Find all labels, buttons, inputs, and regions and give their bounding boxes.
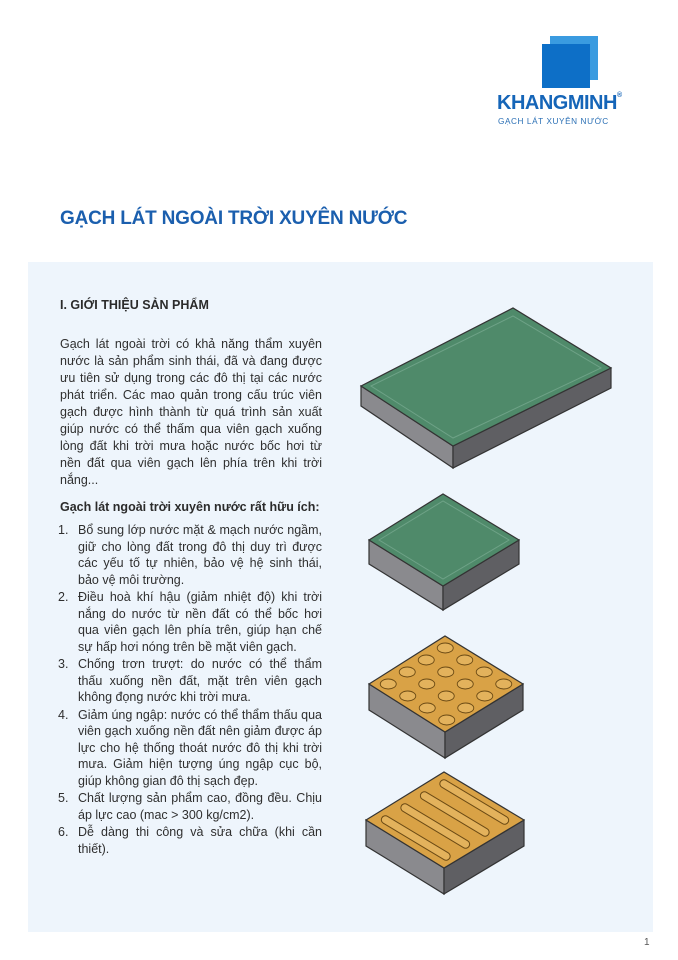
benefits-heading: Gạch lát ngoài trời xuyên nước rất hữu í… xyxy=(60,500,320,514)
list-item: 6. Dễ dàng thi công và sửa chữa (khi cần … xyxy=(58,824,322,857)
list-item-number: 4. xyxy=(58,707,69,722)
tactile-dot xyxy=(418,702,436,714)
list-item-number: 5. xyxy=(58,791,69,805)
list-item-number: 6. xyxy=(58,825,69,839)
green-rectangular-paver-illustration xyxy=(359,307,613,470)
list-item: 2. Điều hoà khí hậu (giảm nhiệt độ) khi t… xyxy=(58,589,322,655)
tactile-dot xyxy=(399,690,417,702)
tactile-dot xyxy=(438,714,456,726)
tactile-dot xyxy=(436,642,454,654)
tactile-dot xyxy=(379,678,397,690)
tactile-dot xyxy=(418,678,436,690)
list-item-text: Chất lượng sản phẩm cao, đồng đều. Chịu … xyxy=(78,791,322,822)
tactile-dot xyxy=(456,678,474,690)
tactile-dot xyxy=(475,666,493,678)
tactile-dot xyxy=(398,666,416,678)
list-item: 3. Chống trơn trượt: do nước có thể thẩm … xyxy=(58,656,322,706)
tactile-dot xyxy=(437,666,455,678)
list-item-number: 2. xyxy=(58,590,69,604)
list-item-text: Chống trơn trượt: do nước có thể thẩm th… xyxy=(78,657,322,704)
section-heading: I. GIỚI THIỆU SẢN PHẨM xyxy=(60,298,209,312)
logo-name: KHANGMINH xyxy=(497,92,617,114)
tactile-dot xyxy=(476,690,494,702)
logo-tagline: GẠCH LÁT XUYÊN NƯỚC xyxy=(498,117,609,126)
tactile-dot xyxy=(437,690,455,702)
tactile-dot xyxy=(457,702,475,714)
list-item-text: Dễ dàng thi công và sửa chữa (khi cần th… xyxy=(78,825,322,856)
green-square-paver-illustration xyxy=(367,493,521,612)
list-item-text: Bổ sung lớp nước mặt & mạch nước ngầm, g… xyxy=(78,523,322,587)
tactile-bars xyxy=(380,779,510,861)
list-item-number: 1. xyxy=(58,523,69,537)
tactile-bar xyxy=(401,804,470,848)
tactile-bar xyxy=(440,780,509,824)
logo-mark-icon xyxy=(542,36,598,88)
tactile-dot-paver-illustration xyxy=(367,635,525,760)
list-item-text: Giảm úng ngập: nước có thể thẩm thấu qua… xyxy=(78,707,322,788)
list-item: 4. Giảm úng ngập: nước có thể thẩm thấu q… xyxy=(58,707,322,790)
list-item: 1. Bổ sung lớp nước mặt & mạch nước ngầm,… xyxy=(58,522,322,588)
tactile-bar-paver-illustration xyxy=(364,771,526,896)
tactile-dots xyxy=(379,642,513,726)
tactile-dot xyxy=(456,654,474,666)
tactile-bar xyxy=(381,816,450,860)
list-item: 5. Chất lượng sản phẩm cao, đồng đều. Chị… xyxy=(58,790,322,823)
intro-paragraph: Gạch lát ngoài trời có khả năng thẩm xuy… xyxy=(60,337,322,487)
registered-mark: ® xyxy=(616,92,622,99)
page-number: 1 xyxy=(644,937,650,948)
benefits-list: 1. Bổ sung lớp nước mặt & mạch nước ngầm,… xyxy=(58,522,322,858)
tactile-bar xyxy=(420,792,489,836)
list-item-number: 3. xyxy=(58,657,69,671)
page-title: GẠCH LÁT NGOÀI TRỜI XUYÊN NƯỚC xyxy=(60,208,408,229)
brand-logo: KHANGMINH® GẠCH LÁT XUYÊN NƯỚC xyxy=(495,30,645,130)
list-item-text: Điều hoà khí hậu (giảm nhiệt độ) khi trờ… xyxy=(78,590,322,654)
tactile-dot xyxy=(495,678,513,690)
tactile-dot xyxy=(417,654,435,666)
